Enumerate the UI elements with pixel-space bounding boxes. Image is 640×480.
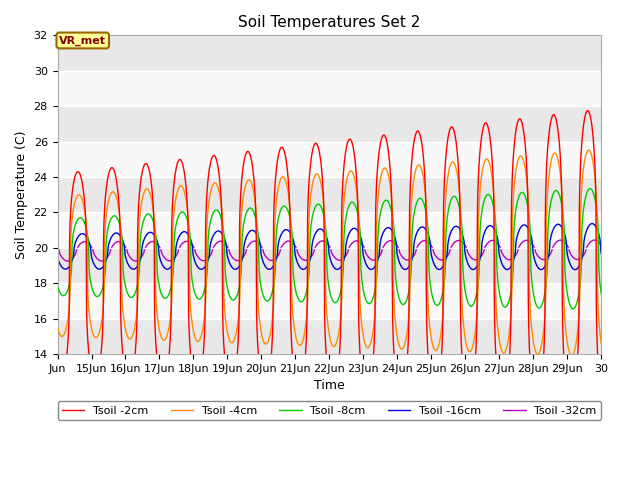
Tsoil -8cm [537, 304, 545, 310]
Bar [58, 177, 601, 213]
Tsoil -4cm [597, 341, 605, 347]
Tsoil -16cm [572, 267, 579, 273]
Tsoil -4cm [139, 195, 147, 201]
Tsoil -2cm [597, 396, 605, 401]
Tsoil -4cm [305, 224, 312, 230]
Line: Tsoil -4cm: Tsoil -4cm [58, 150, 601, 356]
Tsoil -4cm [458, 276, 465, 282]
Tsoil -8cm [458, 217, 465, 223]
Tsoil -2cm [315, 147, 323, 153]
Tsoil -4cm [54, 324, 61, 330]
Tsoil -32cm [591, 237, 599, 243]
Tsoil -2cm [305, 185, 312, 191]
Tsoil -32cm [591, 237, 598, 243]
Tsoil -2cm [54, 368, 61, 373]
Line: Tsoil -16cm: Tsoil -16cm [58, 224, 601, 270]
Tsoil -16cm [315, 227, 323, 232]
Y-axis label: Soil Temperature (C): Soil Temperature (C) [15, 131, 28, 259]
Tsoil -32cm [139, 252, 147, 258]
Tsoil -2cm [584, 108, 591, 113]
Tsoil -2cm [537, 385, 545, 391]
Tsoil -4cm [585, 147, 593, 153]
Tsoil -32cm [458, 239, 465, 244]
Tsoil -16cm [458, 229, 465, 235]
Tsoil -8cm [305, 275, 312, 281]
Tsoil -32cm [64, 258, 72, 264]
Tsoil -32cm [597, 242, 605, 248]
Bar [58, 283, 601, 319]
Tsoil -16cm [139, 242, 147, 248]
X-axis label: Time: Time [314, 379, 345, 392]
Line: Tsoil -32cm: Tsoil -32cm [58, 240, 601, 261]
Tsoil -8cm [591, 196, 599, 202]
Tsoil -4cm [315, 173, 323, 179]
Line: Tsoil -2cm: Tsoil -2cm [58, 110, 601, 407]
Tsoil -2cm [591, 163, 599, 168]
Bar [58, 71, 601, 106]
Tsoil -16cm [591, 222, 599, 228]
Tsoil -2cm [567, 404, 575, 409]
Tsoil -16cm [537, 267, 545, 273]
Tsoil -2cm [458, 342, 465, 348]
Tsoil -32cm [316, 240, 323, 245]
Tsoil -16cm [54, 254, 61, 260]
Tsoil -8cm [54, 283, 61, 288]
Tsoil -32cm [305, 256, 313, 262]
Bar [58, 213, 601, 248]
Bar [58, 319, 601, 354]
Tsoil -4cm [591, 175, 599, 180]
Tsoil -8cm [569, 306, 577, 312]
Tsoil -4cm [537, 345, 545, 350]
Bar [58, 142, 601, 177]
Tsoil -8cm [586, 186, 594, 192]
Line: Tsoil -8cm: Tsoil -8cm [58, 189, 601, 309]
Text: VR_met: VR_met [60, 36, 106, 46]
Tsoil -16cm [597, 251, 605, 257]
Tsoil -32cm [54, 244, 61, 250]
Bar [58, 36, 601, 71]
Tsoil -8cm [139, 221, 147, 227]
Legend: Tsoil -2cm, Tsoil -4cm, Tsoil -8cm, Tsoil -16cm, Tsoil -32cm: Tsoil -2cm, Tsoil -4cm, Tsoil -8cm, Tsoi… [58, 401, 601, 420]
Tsoil -16cm [588, 221, 596, 227]
Tsoil -4cm [568, 353, 576, 359]
Tsoil -32cm [538, 256, 545, 262]
Bar [58, 248, 601, 283]
Tsoil -8cm [315, 202, 323, 207]
Tsoil -8cm [597, 291, 605, 297]
Title: Soil Temperatures Set 2: Soil Temperatures Set 2 [238, 15, 420, 30]
Tsoil -16cm [305, 261, 312, 266]
Bar [58, 106, 601, 142]
Tsoil -2cm [139, 168, 147, 173]
